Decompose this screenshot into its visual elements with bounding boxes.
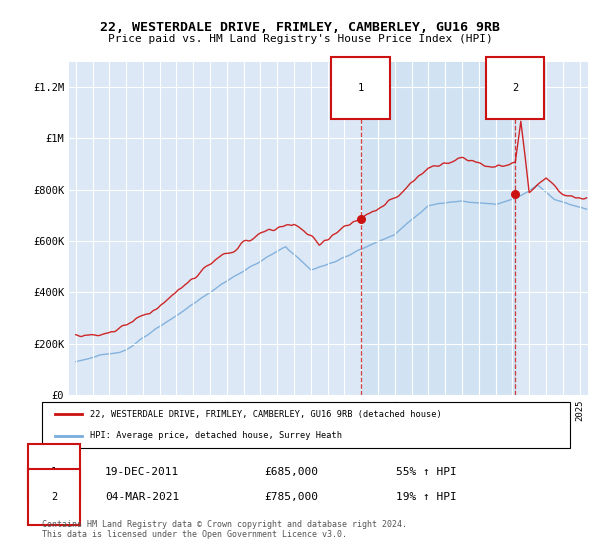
- Text: 19% ↑ HPI: 19% ↑ HPI: [396, 492, 457, 502]
- Text: 1: 1: [358, 83, 364, 94]
- Bar: [361, 62, 515, 395]
- Text: HPI: Average price, detached house, Surrey Heath: HPI: Average price, detached house, Surr…: [89, 431, 341, 440]
- Text: 2: 2: [512, 83, 518, 94]
- Text: 22, WESTERDALE DRIVE, FRIMLEY, CAMBERLEY, GU16 9RB (detached house): 22, WESTERDALE DRIVE, FRIMLEY, CAMBERLEY…: [89, 410, 441, 419]
- Text: £685,000: £685,000: [264, 467, 318, 477]
- Text: 2: 2: [51, 492, 57, 502]
- Text: Contains HM Land Registry data © Crown copyright and database right 2024.
This d: Contains HM Land Registry data © Crown c…: [42, 520, 407, 539]
- Text: 04-MAR-2021: 04-MAR-2021: [105, 492, 179, 502]
- Text: 1: 1: [51, 467, 57, 477]
- Text: 55% ↑ HPI: 55% ↑ HPI: [396, 467, 457, 477]
- Point: [356, 214, 365, 223]
- Text: 22, WESTERDALE DRIVE, FRIMLEY, CAMBERLEY, GU16 9RB: 22, WESTERDALE DRIVE, FRIMLEY, CAMBERLEY…: [100, 21, 500, 34]
- FancyBboxPatch shape: [42, 402, 570, 448]
- Text: £785,000: £785,000: [264, 492, 318, 502]
- Text: 19-DEC-2011: 19-DEC-2011: [105, 467, 179, 477]
- Text: Price paid vs. HM Land Registry's House Price Index (HPI): Price paid vs. HM Land Registry's House …: [107, 34, 493, 44]
- Point: [511, 189, 520, 198]
